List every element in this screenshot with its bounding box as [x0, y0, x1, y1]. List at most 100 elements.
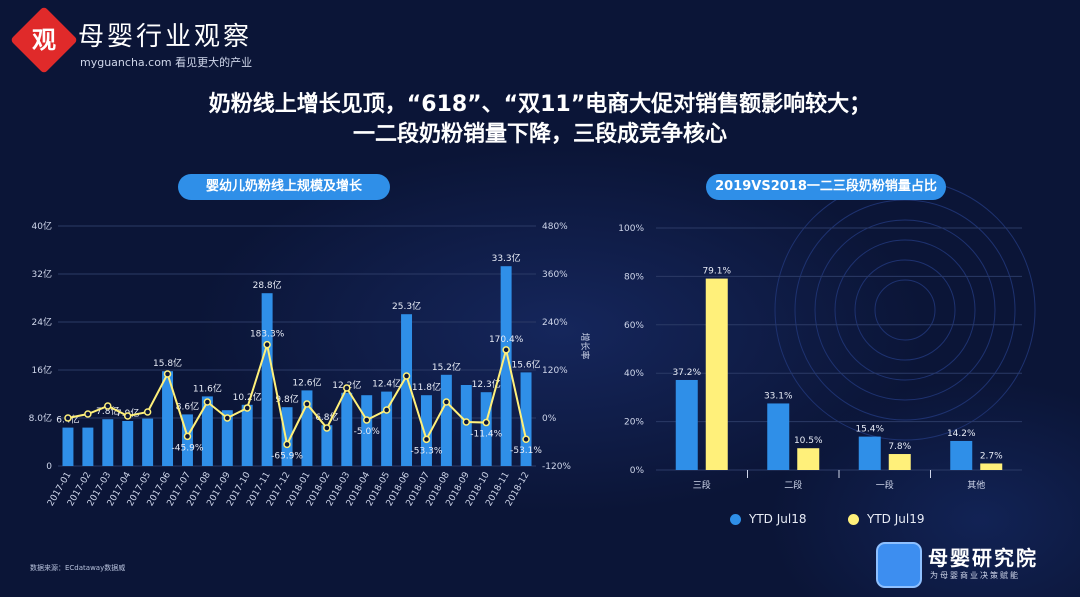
bar — [321, 425, 333, 466]
research-tagline: 为母婴商业决策赋能 — [930, 571, 1020, 580]
bar-value-label: 8.6亿 — [176, 400, 199, 412]
bar-value-label: 12.6亿 — [292, 376, 321, 388]
legend-ytd-jul18: YTD Jul18 — [730, 512, 806, 526]
bar-value-label: 14.2% — [947, 429, 976, 439]
y-tick-left: 0 — [46, 462, 52, 472]
growth-point — [362, 416, 371, 424]
bar-value-label: 33.3亿 — [492, 252, 521, 264]
bar-value-label: 28.8亿 — [253, 279, 282, 291]
y-tick-right: 0% — [542, 414, 557, 424]
bar — [241, 404, 253, 466]
y-tick: 60% — [624, 321, 644, 331]
y-tick-right: 360% — [542, 270, 568, 280]
bar — [361, 395, 373, 466]
bar-value-label: 79.1% — [702, 267, 731, 277]
bar — [281, 407, 293, 466]
bar-value-label: 15.8亿 — [153, 357, 182, 369]
headline-line-2: 一二段奶粉销量下降，三段成竞争核心 — [352, 122, 727, 147]
y-tick-left: 32亿 — [32, 268, 52, 280]
bar — [858, 436, 881, 470]
bar — [705, 278, 728, 470]
bar-value-label: 9.8亿 — [275, 393, 298, 405]
bar — [980, 463, 1003, 470]
chart2-title: 2019VS2018一二三段奶粉销量占比 — [706, 174, 946, 200]
x-tick-label: 其他 — [967, 479, 985, 491]
growth-point — [323, 424, 331, 432]
bar-value-label: 12.3亿 — [472, 378, 501, 390]
growth-point — [163, 370, 172, 378]
growth-point — [343, 384, 351, 392]
bar — [440, 374, 452, 466]
y-tick-left: 8.0亿 — [29, 412, 52, 424]
y-tick-right: -120% — [542, 462, 571, 472]
bar — [520, 372, 532, 466]
bar — [301, 390, 313, 466]
data-source: 数据来源：ECdataway数据威 — [30, 564, 126, 572]
legend-label-jul18: YTD Jul18 — [749, 512, 807, 526]
growth-point — [442, 398, 451, 406]
headline-line-1: 奶粉线上增长见顶，“618”、“双11”电商大促对销售额影响较大； — [208, 92, 872, 117]
bar — [142, 418, 154, 466]
y-tick: 80% — [624, 272, 644, 282]
bar — [62, 427, 74, 466]
bar-value-label: 15.2亿 — [432, 361, 461, 373]
y-tick-left: 24亿 — [32, 316, 52, 328]
growth-point — [123, 412, 132, 420]
brand-subtitle: myguancha.com 看见更大的产业 — [80, 56, 253, 69]
y-tick-right: 240% — [542, 318, 568, 328]
growth-point — [303, 400, 311, 408]
bar — [82, 427, 94, 466]
growth-point — [402, 372, 411, 380]
growth-point — [382, 406, 391, 414]
y-tick: 20% — [624, 418, 644, 428]
y-tick: 100% — [618, 224, 644, 234]
growth-value-label: -65.9% — [271, 451, 303, 461]
research-brand: 母婴研究院 — [928, 546, 1038, 570]
y-tick: 40% — [624, 369, 644, 379]
bar — [181, 414, 193, 466]
growth-point — [522, 435, 530, 443]
legend-dot-jul18 — [730, 514, 741, 525]
bar-value-label: 15.6亿 — [512, 358, 541, 370]
bar — [675, 379, 698, 470]
bar — [420, 395, 432, 466]
y-tick-left: 16亿 — [32, 364, 52, 376]
research-shield-icon — [876, 542, 922, 588]
bar-value-label: 11.8亿 — [412, 381, 441, 393]
bar — [500, 266, 512, 466]
bar — [767, 403, 790, 470]
growth-value-label: -5.0% — [354, 427, 381, 437]
bar — [888, 454, 911, 470]
bar-value-label: 11.6亿 — [193, 382, 222, 394]
growth-point — [203, 398, 212, 406]
legend-dot-jul19 — [848, 514, 859, 525]
bar-value-label: 7.8% — [888, 442, 911, 452]
research-logo: 母婴研究院 为母婴商业决策赋能 — [876, 540, 1076, 590]
growth-value-label: -45.9% — [172, 443, 204, 453]
bar-value-label: 10.5% — [794, 436, 823, 446]
growth-point — [104, 402, 112, 410]
bar — [221, 410, 233, 466]
bar-value-label: 10.2亿 — [233, 391, 262, 403]
growth-point — [462, 418, 471, 426]
chart1-title: 婴幼儿奶粉线上规模及增长 — [178, 174, 390, 200]
growth-value-label: -53.1% — [510, 446, 542, 456]
bar-value-label: 15.4% — [855, 425, 884, 435]
bar-value-label: 2.7% — [980, 451, 1003, 461]
growth-value-label: 183.3% — [250, 330, 285, 340]
bar — [201, 396, 213, 466]
y-tick-right: 120% — [542, 366, 568, 376]
growth-value-label: -53.3% — [411, 446, 443, 456]
growth-value-label: 170.4% — [489, 335, 524, 345]
brand-logo: 观 母婴行业观察 myguancha.com 看见更大的产业 — [10, 6, 272, 74]
y-tick-right: 480% — [542, 222, 568, 232]
bar — [162, 371, 174, 466]
bar — [122, 421, 134, 466]
growth-point — [223, 414, 232, 422]
y-tick: 0% — [630, 466, 645, 476]
x-tick-label: 一段 — [876, 479, 894, 491]
x-tick-label: 三段 — [693, 479, 711, 491]
bar — [102, 419, 114, 466]
